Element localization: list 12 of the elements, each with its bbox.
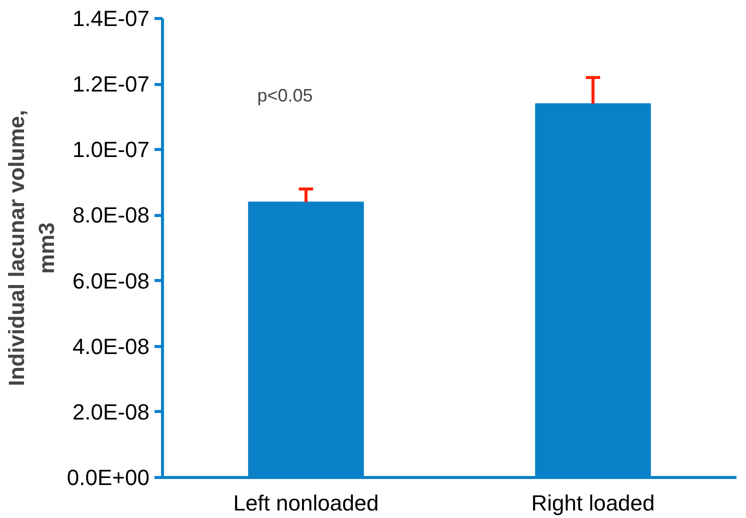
y-tick-label: 0.0E+00 xyxy=(66,465,150,490)
y-tick-label: 2.0E-08 xyxy=(72,399,150,424)
y-tick-label: 6.0E-08 xyxy=(72,268,150,294)
y-tick-label: 1.2E-07 xyxy=(72,72,150,97)
x-tick-label: Right loaded xyxy=(531,490,655,516)
y-tick-label: 1.0E-07 xyxy=(72,137,150,162)
x-tick-label: Left nonloaded xyxy=(233,490,379,516)
y-tick-label: 1.4E-07 xyxy=(72,6,150,31)
annotation: p<0.05 xyxy=(257,86,313,106)
y-tick-label: 8.0E-08 xyxy=(72,202,150,228)
y-tick-label: 4.0E-08 xyxy=(72,334,150,359)
y-axis-title: Individual lacunar volume, mm3 xyxy=(4,110,59,386)
